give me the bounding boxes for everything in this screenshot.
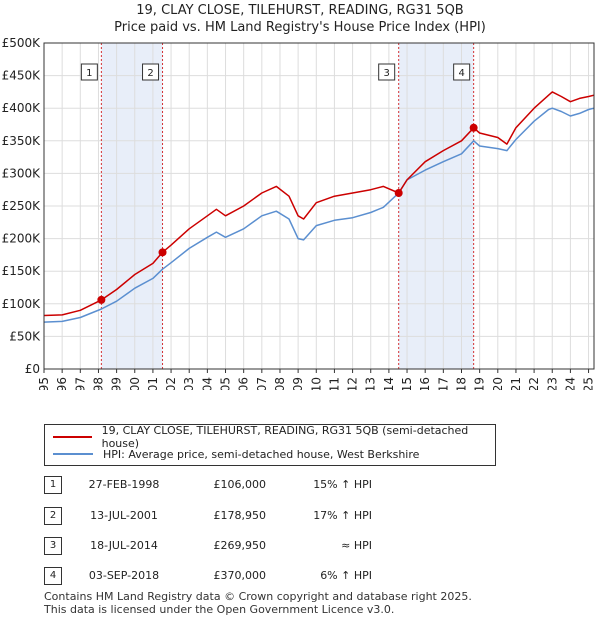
y-tick-label: £100K [2, 297, 42, 311]
sale-point [394, 188, 403, 197]
legend-item-hpi: HPI: Average price, semi-detached house,… [53, 446, 419, 462]
x-tick-label: 1999 [110, 377, 124, 390]
sale-price: £178,950 [213, 509, 267, 522]
x-tick-label: 2000 [128, 377, 142, 390]
chart-title: 19, CLAY CLOSE, TILEHURST, READING, RG31… [136, 3, 464, 18]
x-tick-label: 1998 [91, 377, 105, 390]
sale-price: £269,950 [213, 539, 267, 552]
legend-swatch-red [53, 436, 92, 438]
y-tick-label: £50K [9, 329, 41, 343]
sale-date: 13-JUL-2001 [90, 509, 158, 522]
sale-date: 18-JUL-2014 [90, 539, 158, 552]
sale-marker-box: 3 [44, 537, 62, 555]
x-tick-label: 2002 [164, 377, 178, 390]
footer-copyright: Contains HM Land Registry data © Crown c… [44, 590, 472, 603]
sale-hpi-change: 17% ↑ HPI [313, 509, 372, 522]
sale-hpi-change: 15% ↑ HPI [313, 478, 372, 491]
hpi-line [43, 107, 595, 323]
x-tick-label: 2007 [255, 377, 269, 390]
sale-number-label: 4 [458, 68, 464, 79]
legend: 19, CLAY CLOSE, TILEHURST, READING, RG31… [44, 424, 496, 466]
sale-point [97, 295, 106, 304]
y-tick-label: £450K [2, 69, 42, 83]
y-tick-label: £200K [2, 232, 42, 246]
x-tick-label: 2024 [563, 377, 577, 390]
y-tick-label: £0 [25, 362, 40, 376]
x-tick-label: 2020 [491, 377, 505, 390]
x-tick-label: 2016 [418, 377, 432, 390]
sale-number-label: 1 [86, 68, 92, 79]
sale-date: 03-SEP-2018 [88, 569, 160, 582]
x-tick-label: 2005 [219, 377, 233, 390]
sale-date: 27-FEB-1998 [88, 478, 160, 491]
x-tick-label: 2009 [291, 377, 305, 390]
x-tick-label: 1997 [73, 377, 87, 390]
sale-number-label: 3 [383, 68, 389, 79]
y-tick-label: £500K [2, 36, 42, 50]
x-tick-label: 2025 [582, 377, 596, 390]
x-tick-label: 2015 [400, 377, 414, 390]
sale-number-box [453, 63, 471, 81]
sale-marker-box: 2 [44, 507, 62, 525]
x-tick-label: 2004 [200, 377, 214, 390]
x-tick-label: 2014 [382, 377, 396, 390]
sale-hpi-change: ≈ HPI [341, 539, 372, 552]
x-tick-label: 2008 [273, 377, 287, 390]
y-tick-label: £400K [2, 101, 42, 115]
y-tick-label: £300K [2, 166, 42, 180]
sale-price: £106,000 [213, 478, 267, 491]
legend-label-property: 19, CLAY CLOSE, TILEHURST, READING, RG31… [101, 424, 469, 450]
x-tick-label: 2022 [527, 377, 541, 390]
y-tick-label: £150K [2, 264, 42, 278]
footer-licence: This data is licensed under the Open Gov… [44, 603, 395, 616]
x-tick-label: 1995 [37, 377, 51, 390]
sale-point [469, 123, 478, 132]
sale-point [158, 248, 167, 257]
sale-number-box [378, 63, 396, 81]
x-tick-label: 2011 [327, 377, 341, 390]
x-tick-label: 2010 [309, 377, 323, 390]
sale-marker-box: 4 [44, 567, 62, 585]
legend-label-hpi: HPI: Average price, semi-detached house,… [103, 447, 420, 461]
chart-subtitle: Price paid vs. HM Land Registry's House … [114, 20, 486, 35]
x-tick-label: 2019 [473, 377, 487, 390]
y-tick-label: £350K [2, 134, 42, 148]
x-tick-label: 1996 [55, 377, 69, 390]
x-tick-label: 2001 [146, 377, 160, 390]
x-tick-label: 2017 [436, 377, 450, 390]
x-tick-label: 2023 [545, 377, 559, 390]
legend-item-property: 19, CLAY CLOSE, TILEHURST, READING, RG31… [53, 424, 495, 450]
x-tick-label: 2006 [237, 377, 251, 390]
sale-price: £370,000 [213, 569, 267, 582]
sale-number-box [80, 63, 98, 81]
y-tick-label: £250K [2, 199, 42, 213]
x-tick-label: 2021 [509, 377, 523, 390]
sale-hpi-change: 6% ↑ HPI [320, 569, 372, 582]
sale-marker-box: 1 [44, 476, 62, 494]
plot-frame [43, 42, 595, 370]
x-tick-label: 2018 [454, 377, 468, 390]
x-tick-label: 2013 [364, 377, 378, 390]
legend-swatch-blue [53, 453, 93, 455]
x-tick-label: 2012 [346, 377, 360, 390]
price-chart: £0 £50K £100K £150K £200K £250K £300K £350K £400… [2, 36, 596, 390]
x-tick-label: 2003 [182, 377, 196, 390]
sale-number-box [142, 63, 160, 81]
sale-number-label: 2 [147, 68, 153, 79]
